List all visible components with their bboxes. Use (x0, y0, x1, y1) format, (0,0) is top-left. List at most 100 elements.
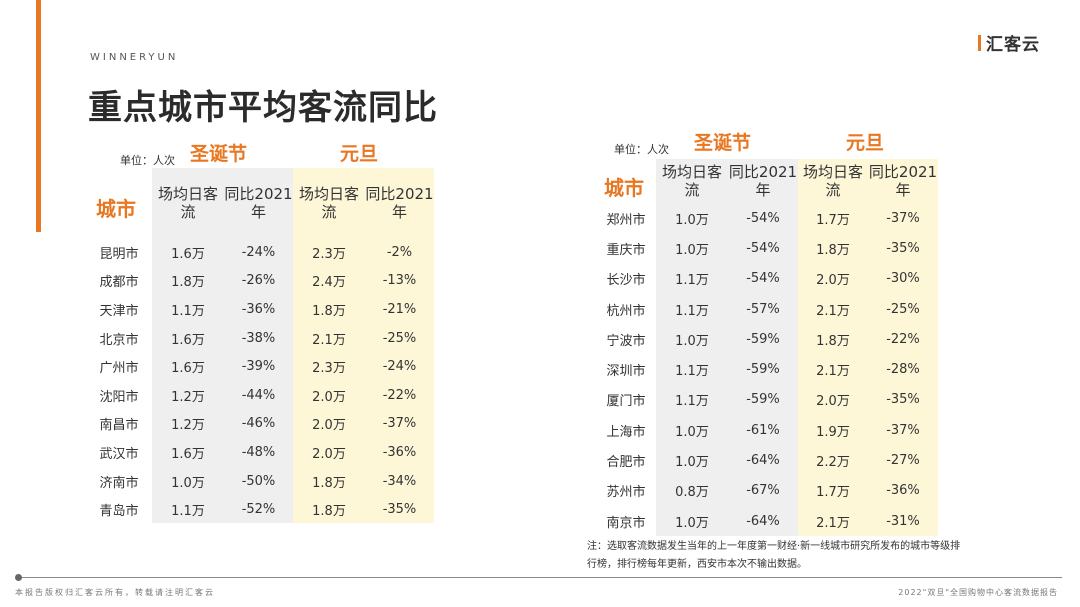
table-row: 天津市 1.1万 -36% 1.8万 -21% (86, 295, 434, 324)
christmas-flow-cell: 1.0万 (171, 475, 205, 491)
left-christmas-label: 圣诞节 (190, 143, 248, 165)
table-row: 厦门市 1.1万 -59% 2.0万 -35% (596, 385, 938, 415)
table-row: 昆明市 1.6万 -24% 2.3万 -2% (86, 238, 434, 267)
table-row: 宁波市 1.0万 -59% 1.8万 -22% (596, 324, 938, 354)
christmas-yoy-cell: -59% (746, 362, 780, 378)
right-newyear-shade (798, 159, 938, 536)
christmas-yoy-cell: -59% (746, 331, 780, 347)
right-col-christmas-flow: 场均日客流 (661, 163, 722, 199)
table-row: 苏州市 0.8万 -67% 1.7万 -36% (596, 476, 938, 506)
footnote: 注：选取客流数据发生当年的上一年度第一财经·新一线城市研究所发布的城市等级排 行… (587, 538, 1007, 574)
newyear-yoy-cell: -31% (886, 513, 920, 529)
christmas-flow-cell: 1.1万 (171, 504, 205, 520)
newyear-flow-cell: 2.0万 (816, 273, 850, 289)
city-cell: 郑州市 (606, 212, 646, 228)
left-unit-label: 单位：人次 (120, 154, 175, 167)
christmas-flow-cell: 1.1万 (171, 303, 205, 319)
right-city-header: 城市 (604, 176, 644, 200)
christmas-yoy-cell: -64% (746, 513, 780, 529)
table-row: 合肥市 1.0万 -64% 2.2万 -27% (596, 445, 938, 475)
christmas-yoy-cell: -36% (241, 301, 276, 317)
christmas-flow-cell: 1.2万 (171, 418, 205, 434)
christmas-flow-cell: 1.6万 (171, 361, 205, 377)
city-cell: 南京市 (606, 515, 646, 531)
newyear-yoy-cell: -37% (382, 416, 417, 432)
left-city-header: 城市 (96, 197, 136, 221)
right-col-newyear-yoy: 同比2021年 (868, 163, 938, 199)
city-cell: 苏州市 (606, 485, 646, 501)
newyear-yoy-cell: -27% (886, 453, 920, 469)
christmas-yoy-cell: -44% (241, 387, 276, 403)
table-row: 深圳市 1.1万 -59% 2.1万 -28% (596, 355, 938, 385)
table-row: 南昌市 1.2万 -46% 2.0万 -37% (86, 410, 434, 439)
christmas-flow-cell: 1.8万 (171, 275, 205, 291)
table-row: 重庆市 1.0万 -54% 1.8万 -35% (596, 233, 938, 263)
christmas-flow-cell: 1.1万 (675, 394, 709, 410)
city-cell: 沈阳市 (99, 389, 139, 405)
newyear-flow-cell: 1.8万 (312, 475, 346, 491)
left-newyear-shade (293, 168, 434, 523)
christmas-yoy-cell: -54% (746, 271, 780, 287)
newyear-yoy-cell: -35% (886, 392, 920, 408)
table-row: 上海市 1.0万 -61% 1.9万 -37% (596, 415, 938, 445)
city-cell: 青岛市 (99, 504, 139, 520)
table-row: 广州市 1.6万 -39% 2.3万 -24% (86, 352, 434, 381)
table-row: 青岛市 1.1万 -52% 1.8万 -35% (86, 495, 434, 524)
accent-bar (36, 0, 41, 232)
left-col-newyear-yoy: 同比2021年 (365, 185, 434, 221)
newyear-flow-cell: 2.1万 (816, 364, 850, 380)
christmas-yoy-cell: -39% (241, 359, 276, 375)
christmas-flow-cell: 1.1万 (675, 273, 709, 289)
left-christmas-shade (152, 168, 293, 523)
newyear-yoy-cell: -2% (386, 244, 413, 260)
newyear-flow-cell: 2.1万 (816, 515, 850, 531)
christmas-flow-cell: 0.8万 (675, 485, 709, 501)
newyear-flow-cell: 1.8万 (312, 303, 346, 319)
christmas-flow-cell: 1.1万 (675, 303, 709, 319)
table-row: 武汉市 1.6万 -48% 2.0万 -36% (86, 438, 434, 467)
newyear-flow-cell: 2.0万 (312, 446, 346, 462)
christmas-yoy-cell: -24% (241, 244, 276, 260)
footnote-line-1: 注：选取客流数据发生当年的上一年度第一财经·新一线城市研究所发布的城市等级排 (587, 541, 961, 552)
christmas-flow-cell: 1.2万 (171, 389, 205, 405)
newyear-flow-cell: 1.7万 (816, 485, 850, 501)
table-row: 南京市 1.0万 -64% 2.1万 -31% (596, 506, 938, 536)
newyear-flow-cell: 1.8万 (312, 504, 346, 520)
newyear-yoy-cell: -37% (886, 422, 920, 438)
table-row: 沈阳市 1.2万 -44% 2.0万 -22% (86, 381, 434, 410)
city-cell: 广州市 (99, 361, 139, 377)
newyear-yoy-cell: -24% (382, 359, 417, 375)
christmas-yoy-cell: -59% (746, 392, 780, 408)
newyear-yoy-cell: -22% (382, 387, 417, 403)
right-christmas-label: 圣诞节 (694, 132, 752, 154)
newyear-yoy-cell: -36% (382, 444, 417, 460)
city-cell: 宁波市 (606, 333, 646, 349)
footer-divider (18, 577, 1062, 578)
right-col-newyear-flow: 场均日客流 (802, 163, 863, 199)
left-newyear-label: 元旦 (340, 143, 379, 165)
christmas-flow-cell: 1.6万 (171, 332, 205, 348)
christmas-yoy-cell: -54% (746, 240, 780, 256)
city-cell: 昆明市 (99, 246, 139, 262)
christmas-flow-cell: 1.0万 (675, 424, 709, 440)
footer-report-title: 2022"双旦"全国购物中心客流数据报告 (898, 588, 1058, 597)
city-cell: 上海市 (606, 424, 646, 440)
city-cell: 成都市 (99, 275, 139, 291)
christmas-flow-cell: 1.6万 (171, 246, 205, 262)
newyear-yoy-cell: -25% (886, 301, 920, 317)
right-christmas-shade (656, 159, 798, 536)
city-cell: 深圳市 (606, 364, 646, 380)
city-cell: 合肥市 (606, 455, 646, 471)
newyear-flow-cell: 2.1万 (312, 332, 346, 348)
christmas-yoy-cell: -46% (241, 416, 276, 432)
newyear-yoy-cell: -28% (886, 362, 920, 378)
city-cell: 厦门市 (606, 394, 646, 410)
table-row: 郑州市 1.0万 -54% 1.7万 -37% (596, 203, 938, 233)
city-cell: 天津市 (99, 303, 139, 319)
christmas-flow-cell: 1.0万 (675, 242, 709, 258)
christmas-yoy-cell: -52% (241, 502, 276, 518)
city-cell: 济南市 (99, 475, 139, 491)
christmas-flow-cell: 1.0万 (675, 333, 709, 349)
table-row: 成都市 1.8万 -26% 2.4万 -13% (86, 267, 434, 296)
newyear-flow-cell: 2.3万 (312, 361, 346, 377)
